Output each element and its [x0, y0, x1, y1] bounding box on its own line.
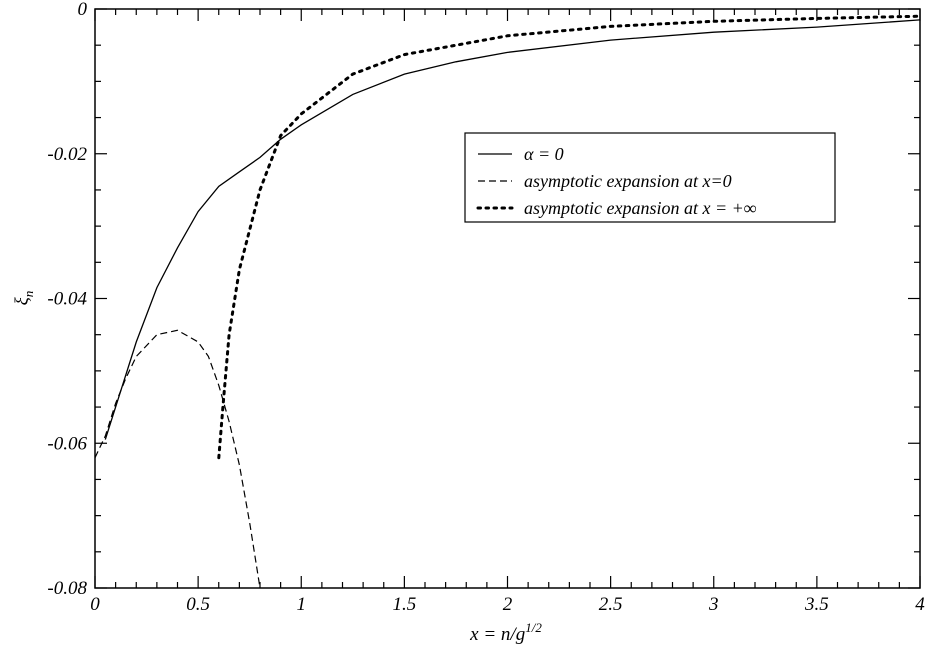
y-tick-label: -0.06 [47, 433, 87, 454]
x-tick-label: 0.5 [186, 594, 210, 615]
x-tick-label: 4 [915, 594, 925, 615]
series-line [217, 14, 922, 460]
x-tick-label: 3.5 [804, 594, 829, 615]
x-tick-label: 3 [708, 594, 719, 615]
series-line [104, 19, 921, 440]
y-axis-label-subscript: n [21, 291, 36, 298]
x-tick-label: 1.5 [393, 594, 417, 615]
x-tick-label: 2.5 [599, 594, 623, 615]
y-tick-label: -0.08 [47, 578, 87, 599]
x-axis-label: x = n/g1/2 [469, 620, 542, 645]
legend-box [464, 132, 836, 223]
legend-label: α = 0 [524, 144, 564, 164]
y-axis-label-main: ξ [12, 296, 33, 305]
y-axis-label: ξn [12, 291, 36, 306]
legend-label: asymptotic expansion at x = +∞ [524, 198, 757, 218]
series-line [94, 329, 261, 589]
x-tick-label: 0 [90, 594, 100, 615]
x-axis-label-superscript: 1/2 [525, 620, 542, 635]
plot-frame [94, 8, 921, 589]
y-tick-label: -0.04 [47, 289, 87, 310]
legend-label: asymptotic expansion at x=0 [524, 171, 732, 191]
y-tick-label: 0 [78, 0, 88, 20]
y-tick-label: -0.02 [47, 144, 87, 165]
x-axis-label-main: x = n/g [469, 624, 525, 645]
x-tick-label: 1 [297, 594, 307, 615]
x-tick-label: 2 [503, 594, 513, 615]
